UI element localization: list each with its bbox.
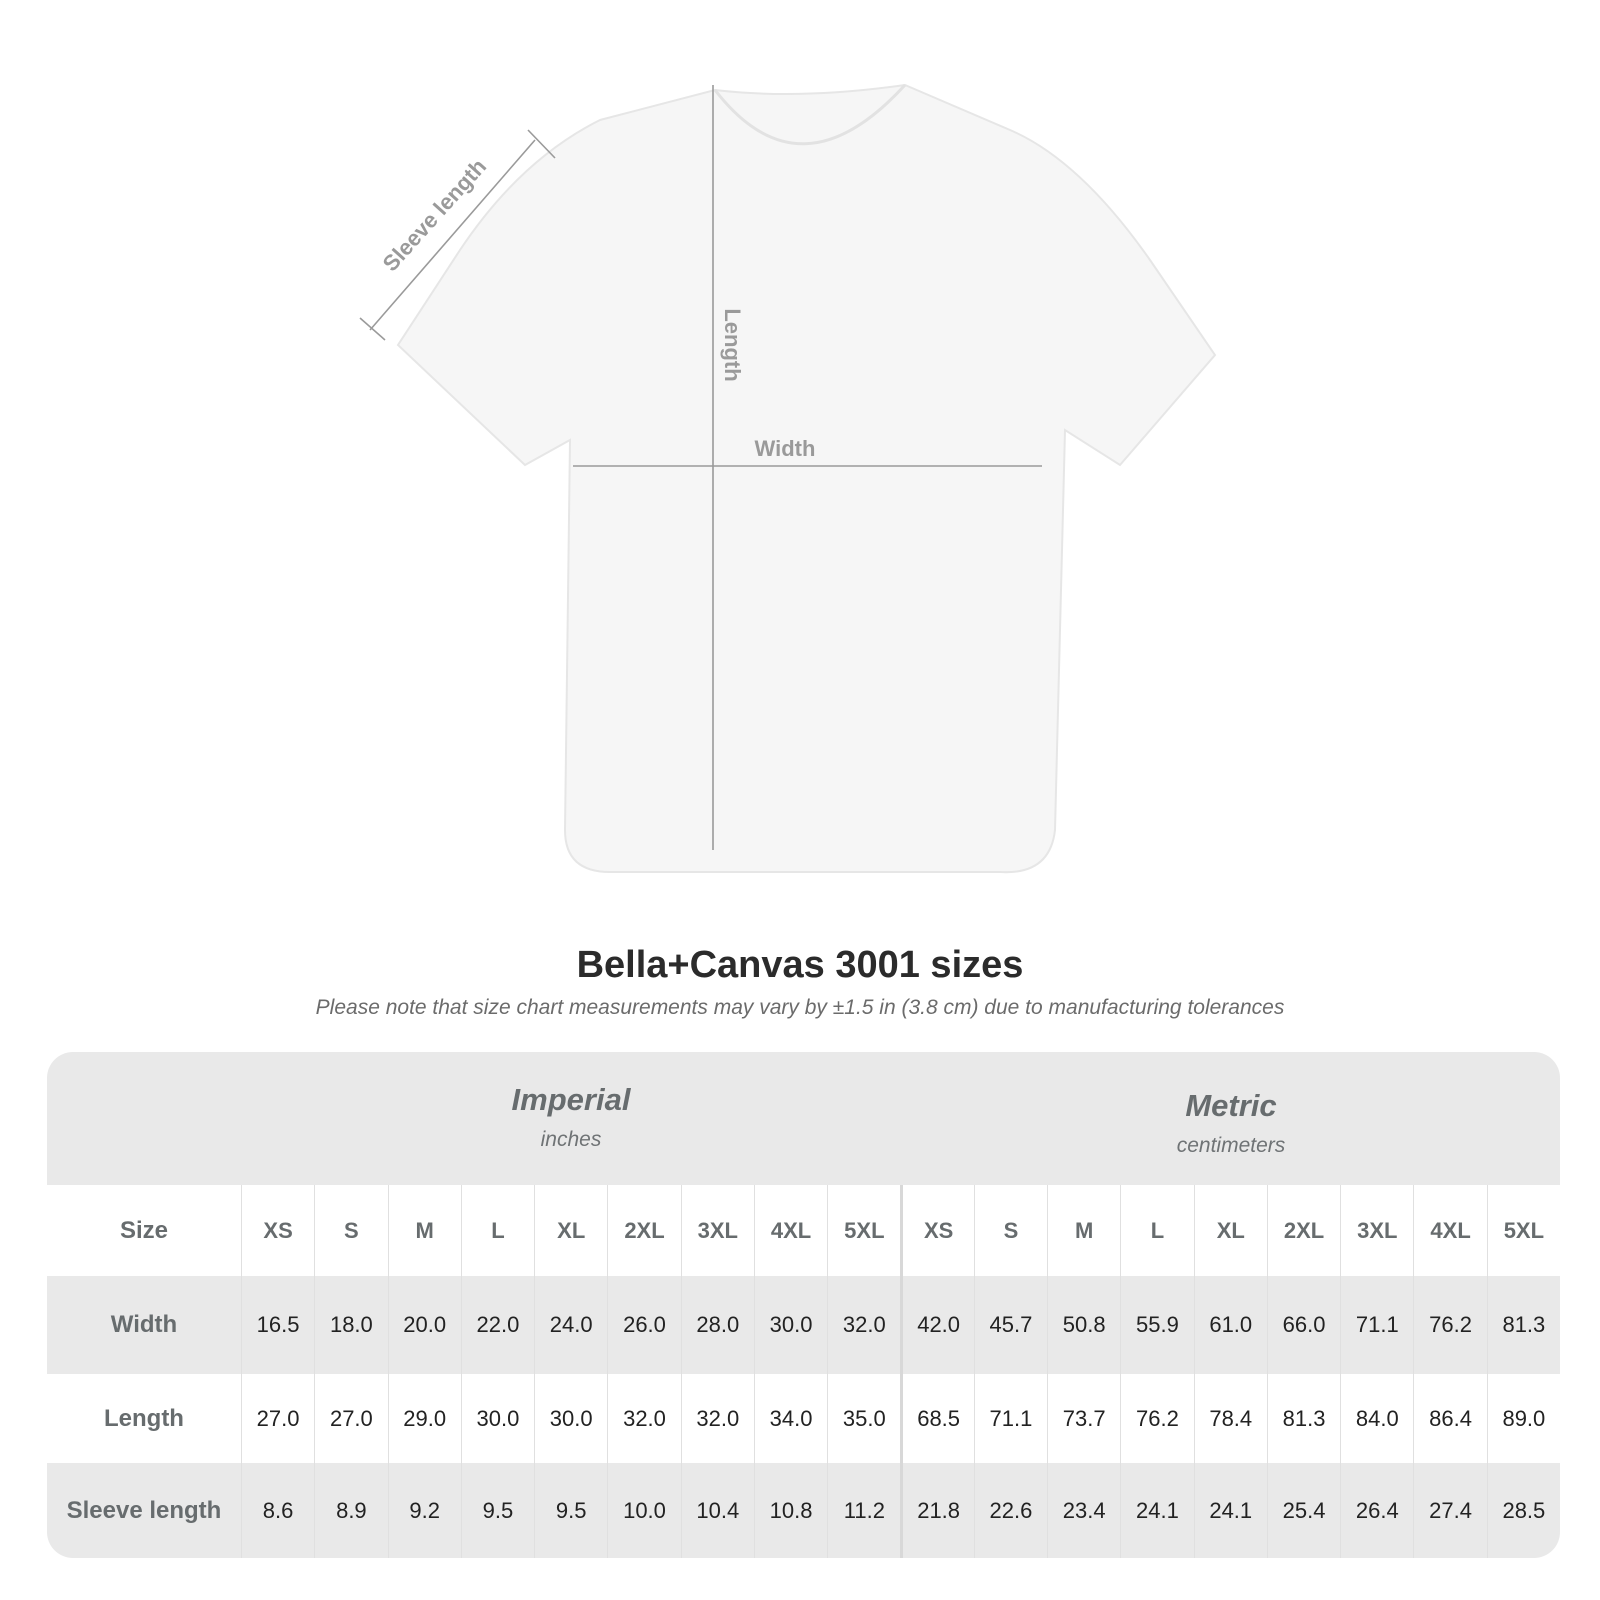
metric-value: 25.4 [1266, 1463, 1340, 1558]
metric-size-5xl: 5XL [1486, 1185, 1560, 1276]
table-row-sleeve-length: Sleeve length 8.6 8.9 9.2 9.5 9.5 10.0 10.4 10.8… [47, 1463, 1560, 1558]
metric-value: 45.7 [973, 1276, 1047, 1374]
imperial-value: 27.0 [314, 1374, 387, 1463]
metric-value: 71.1 [1340, 1276, 1413, 1374]
metric-unit: centimeters [1176, 1134, 1286, 1157]
imperial-value: 8.6 [240, 1463, 314, 1558]
imperial-value: 30.0 [460, 1374, 534, 1463]
tshirt-collar [713, 83, 907, 146]
imperial-value: 22.0 [460, 1276, 534, 1374]
metric-value: 26.4 [1340, 1463, 1413, 1558]
table-header-band [47, 1052, 1560, 1185]
imperial-value: 35.0 [827, 1374, 900, 1463]
imperial-size-xs: XS [240, 1185, 314, 1276]
metric-value: 23.4 [1047, 1463, 1120, 1558]
metric-value: 24.1 [1193, 1463, 1267, 1558]
imperial-unit: inches [540, 1128, 602, 1151]
imperial-size-l: L [460, 1185, 534, 1276]
metric-value: 21.8 [900, 1463, 973, 1558]
imperial-size-5xl: 5XL [827, 1185, 900, 1276]
size-label: Size [119, 1216, 168, 1244]
metric-value: 27.4 [1413, 1463, 1486, 1558]
imperial-value: 32.0 [680, 1374, 754, 1463]
imperial-size-xl: XL [534, 1185, 607, 1276]
metric-value: 66.0 [1266, 1276, 1340, 1374]
metric-size-xl: XL [1193, 1185, 1267, 1276]
metric-value: 61.0 [1193, 1276, 1267, 1374]
imperial-value: 32.0 [607, 1374, 680, 1463]
imperial-size-m: M [387, 1185, 461, 1276]
imperial-value: 8.9 [314, 1463, 387, 1558]
metric-size-4xl: 4XL [1413, 1185, 1486, 1276]
metric-value: 78.4 [1193, 1374, 1267, 1463]
metric-size-l: L [1120, 1185, 1193, 1276]
length-label: Length [720, 308, 745, 381]
imperial-value: 16.5 [240, 1276, 314, 1374]
imperial-value: 34.0 [753, 1374, 827, 1463]
metric-value: 68.5 [900, 1374, 973, 1463]
imperial-value: 27.0 [240, 1374, 314, 1463]
imperial-value: 10.0 [607, 1463, 680, 1558]
size-header-row: Size XS S M L XL 2XL 3XL 4XL 5XL XS S M L XL 2XL 3XL 4XL 5… [47, 1185, 1560, 1276]
row-label: Width [110, 1311, 178, 1338]
size-chart-table: Imperial inches Metric centimeters Size X… [47, 1052, 1560, 1558]
imperial-value: 9.5 [534, 1463, 607, 1558]
page-subtitle: Please note that size chart measurements… [315, 996, 1285, 1019]
metric-value: 24.1 [1120, 1463, 1193, 1558]
metric-value: 76.2 [1120, 1374, 1193, 1463]
imperial-heading: Imperial [511, 1082, 631, 1117]
metric-size-3xl: 3XL [1340, 1185, 1413, 1276]
imperial-value: 30.0 [753, 1276, 827, 1374]
metric-size-s: S [973, 1185, 1047, 1276]
metric-value: 84.0 [1340, 1374, 1413, 1463]
imperial-size-4xl: 4XL [753, 1185, 827, 1276]
imperial-value: 24.0 [534, 1276, 607, 1374]
imperial-size-2xl: 2XL [607, 1185, 680, 1276]
metric-value: 42.0 [900, 1276, 973, 1374]
sleeve-length-arrow [369, 139, 536, 331]
imperial-size-3xl: 3XL [680, 1185, 754, 1276]
metric-value: 55.9 [1120, 1276, 1193, 1374]
metric-value: 50.8 [1047, 1276, 1120, 1374]
metric-value: 22.6 [973, 1463, 1047, 1558]
row-label: Sleeve length [66, 1496, 222, 1524]
imperial-value: 9.2 [387, 1463, 461, 1558]
row-label: Length [103, 1404, 184, 1432]
imperial-value: 9.5 [460, 1463, 534, 1558]
metric-heading: Metric [1185, 1088, 1277, 1123]
tshirt-image [396, 83, 1217, 874]
page-title: Bella+Canvas 3001 sizes [576, 944, 1024, 986]
imperial-value: 11.2 [827, 1463, 900, 1558]
metric-value: 73.7 [1047, 1374, 1120, 1463]
imperial-value: 18.0 [314, 1276, 387, 1374]
imperial-value: 29.0 [387, 1374, 461, 1463]
metric-value: 28.5 [1486, 1463, 1560, 1558]
imperial-value: 28.0 [680, 1276, 754, 1374]
metric-size-m: M [1047, 1185, 1120, 1276]
metric-value: 81.3 [1486, 1276, 1560, 1374]
imperial-group-header: Imperial inches [241, 1082, 901, 1152]
metric-value: 81.3 [1266, 1374, 1340, 1463]
table-row-length: Length 27.0 27.0 29.0 30.0 30.0 32.0 32.0 34.0 35… [47, 1374, 1560, 1463]
imperial-value: 26.0 [607, 1276, 680, 1374]
width-label: Width [755, 436, 816, 461]
imperial-value: 10.8 [753, 1463, 827, 1558]
metric-group-header: Metric centimeters [901, 1088, 1560, 1158]
metric-size-xs: XS [900, 1185, 973, 1276]
metric-value: 89.0 [1486, 1374, 1560, 1463]
table-row-width: Width 16.5 18.0 20.0 22.0 24.0 26.0 28.0 30.0 32.… [47, 1276, 1560, 1374]
imperial-value: 30.0 [534, 1374, 607, 1463]
metric-size-2xl: 2XL [1266, 1185, 1340, 1276]
imperial-value: 20.0 [387, 1276, 461, 1374]
metric-value: 86.4 [1413, 1374, 1486, 1463]
imperial-value: 32.0 [827, 1276, 900, 1374]
imperial-size-s: S [314, 1185, 387, 1276]
imperial-value: 10.4 [680, 1463, 754, 1558]
metric-value: 76.2 [1413, 1276, 1486, 1374]
tshirt-measurement-diagram: Sleeve length Length Width [359, 83, 1217, 874]
metric-value: 71.1 [973, 1374, 1047, 1463]
